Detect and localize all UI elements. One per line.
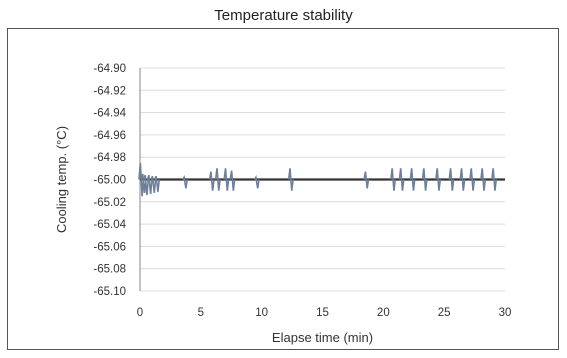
x-tick-label: 30 xyxy=(499,307,512,319)
y-tick-label: -65.10 xyxy=(93,286,126,298)
series-spike xyxy=(435,168,442,191)
series-spike xyxy=(459,168,466,191)
chart-title: Temperature stability xyxy=(214,7,353,24)
grid-lines xyxy=(140,67,505,292)
y-tick-label: -64.94 xyxy=(93,108,126,120)
series-spike xyxy=(140,173,147,193)
x-tick-label: 20 xyxy=(377,307,390,319)
series-spike xyxy=(150,175,157,193)
y-tick-label: -65.06 xyxy=(93,241,126,253)
y-axis-label: Cooling temp. (°C) xyxy=(54,126,69,233)
y-tick-label: -64.96 xyxy=(93,130,126,142)
series-spike xyxy=(223,168,230,191)
x-tick-label: 10 xyxy=(255,307,268,319)
x-tick-label: 0 xyxy=(137,307,143,319)
y-tick-label: -65.02 xyxy=(93,197,126,209)
x-tick-label: 15 xyxy=(316,307,329,319)
series-spike xyxy=(182,174,189,189)
series-spike xyxy=(253,174,260,189)
series-spike xyxy=(469,168,476,191)
y-tick-label: -65.08 xyxy=(93,264,126,276)
y-tick-label: -64.98 xyxy=(93,152,126,164)
series-spike xyxy=(448,168,455,191)
series-spike xyxy=(143,174,150,196)
series-spike xyxy=(409,168,416,191)
y-tick-label: -64.92 xyxy=(93,85,126,97)
series-spike xyxy=(491,168,498,191)
series-spike xyxy=(287,168,294,191)
series-layer xyxy=(138,162,505,197)
y-tick-label: -65.00 xyxy=(93,175,126,187)
y-tick-label: -65.04 xyxy=(93,219,126,231)
chart-frame xyxy=(7,28,559,350)
x-tick-labels: 0 5 10 15 20 25 30 xyxy=(137,307,512,319)
series-spike xyxy=(390,168,397,191)
series-spike xyxy=(138,162,145,197)
series-spike xyxy=(154,175,161,192)
series-spike xyxy=(146,174,153,195)
series-spike xyxy=(421,168,428,191)
x-tick-label: 5 xyxy=(198,307,204,319)
series-spike xyxy=(363,171,370,189)
y-tick-label: -64.90 xyxy=(93,63,126,75)
series-spike xyxy=(208,171,215,191)
x-axis-label: Elapse time (min) xyxy=(272,330,373,345)
series-spike xyxy=(214,168,221,191)
x-tick-label: 25 xyxy=(438,307,451,319)
series-spike xyxy=(480,168,487,191)
series-spike xyxy=(229,170,236,191)
series-spike xyxy=(398,168,405,191)
y-tick-labels: -64.90 -64.92 -64.94 -64.96 -64.98 -65.00 -65.… xyxy=(93,63,126,298)
